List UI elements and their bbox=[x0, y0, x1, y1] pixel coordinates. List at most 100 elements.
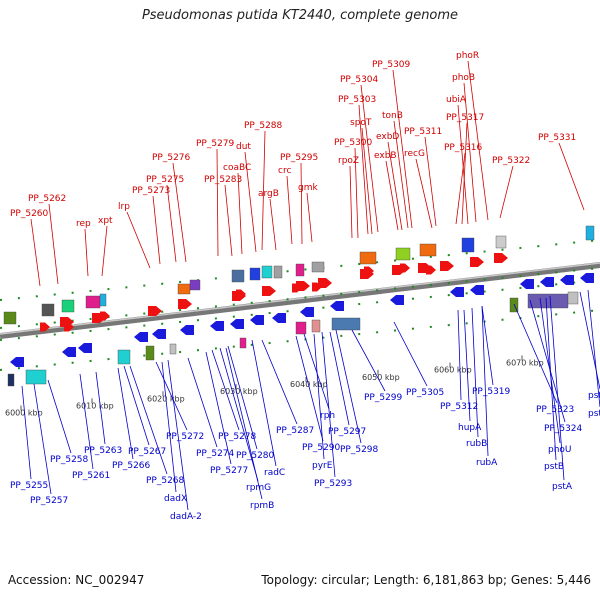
forward-gene-arrow bbox=[440, 261, 454, 271]
reverse-leader-line bbox=[295, 335, 324, 442]
forward-gene-arrow bbox=[262, 286, 276, 296]
forward-gene-label: PP_5276 bbox=[152, 153, 191, 163]
reverse-leader-line bbox=[79, 373, 94, 470]
reverse-gene-label: pstS bbox=[588, 409, 600, 419]
forward-leader-line bbox=[461, 122, 468, 225]
forward-gene-arrow bbox=[292, 283, 302, 293]
reverse-leader-line bbox=[351, 329, 386, 392]
feature-box bbox=[25, 369, 47, 385]
forward-gene-label: exbD bbox=[376, 132, 399, 142]
forward-leader-line bbox=[126, 211, 151, 269]
forward-leader-line bbox=[467, 60, 489, 221]
forward-leader-line bbox=[166, 184, 177, 263]
forward-gene-label: crc bbox=[278, 166, 291, 176]
feature-box bbox=[169, 343, 177, 355]
forward-gene-label: phoR bbox=[456, 51, 479, 61]
feature-box bbox=[419, 243, 437, 257]
reverse-leader-line bbox=[587, 289, 600, 408]
forward-leader-line bbox=[101, 225, 108, 277]
ruler-label: 6010 kbp bbox=[76, 401, 114, 410]
feature-box bbox=[461, 237, 475, 253]
forward-gene-label: PP_5317 bbox=[446, 113, 484, 123]
reverse-leader-line bbox=[161, 361, 177, 493]
reverse-gene-arrow bbox=[580, 273, 594, 283]
reverse-gene-label: rpmB bbox=[250, 501, 274, 511]
reverse-gene-label: dadA-2 bbox=[170, 512, 202, 522]
feature-box bbox=[395, 247, 411, 261]
forward-gene-label: xpt bbox=[98, 216, 113, 226]
reverse-gene-label: PP_5268 bbox=[146, 476, 185, 486]
reverse-gene-label: PP_5255 bbox=[10, 481, 48, 491]
ruler-label: 6000 kbp bbox=[5, 409, 43, 418]
genome-summary-text: Topology: circular; Length: 6,181,863 bp… bbox=[261, 573, 591, 587]
reverse-leader-line bbox=[187, 357, 218, 448]
reverse-gene-arrow bbox=[250, 315, 264, 325]
forward-leader-line bbox=[358, 104, 369, 235]
forward-gene-arrow bbox=[236, 289, 246, 299]
reverse-leader-line bbox=[225, 347, 263, 500]
forward-leader-line bbox=[261, 130, 266, 251]
feature-box bbox=[331, 317, 361, 331]
reverse-gene-arrow bbox=[10, 357, 24, 367]
forward-gene-label: PP_5322 bbox=[492, 156, 530, 166]
reverse-leader-line bbox=[251, 339, 277, 467]
forward-gene-arrow bbox=[178, 299, 192, 309]
feature-box bbox=[99, 293, 107, 307]
feature-box bbox=[117, 349, 131, 365]
reverse-leader-line bbox=[513, 303, 558, 404]
reverse-gene-arrow bbox=[300, 307, 314, 317]
forward-leader-line bbox=[499, 165, 514, 219]
reverse-leader-line bbox=[261, 339, 298, 425]
reverse-gene-label: PP_5287 bbox=[276, 426, 314, 436]
feature-box bbox=[585, 225, 595, 241]
feature-box bbox=[41, 303, 55, 317]
forward-gene-label: spoT bbox=[350, 118, 372, 128]
feature-box bbox=[567, 291, 579, 305]
reverse-leader-line bbox=[529, 299, 566, 423]
forward-leader-line bbox=[269, 198, 277, 251]
forward-gene-label: ubiA bbox=[446, 95, 467, 105]
forward-leader-line bbox=[244, 151, 257, 253]
forward-leader-line bbox=[360, 84, 379, 233]
reverse-leader-line bbox=[95, 371, 106, 445]
reverse-gene-label: PP_5324 bbox=[544, 424, 583, 434]
forward-gene-label: rpoZ bbox=[338, 156, 359, 166]
forward-leader-line bbox=[415, 158, 433, 229]
reverse-gene-arrow bbox=[180, 325, 194, 335]
reverse-leader-line bbox=[481, 305, 494, 386]
reverse-gene-label: PP_5258 bbox=[50, 455, 89, 465]
forward-gene-label: PP_5273 bbox=[132, 186, 170, 196]
reverse-gene-arrow bbox=[560, 275, 574, 285]
reverse-leader-line bbox=[33, 383, 52, 495]
reverse-gene-label: PP_5266 bbox=[112, 461, 151, 471]
ruler-label: 6070 kbp bbox=[506, 358, 544, 367]
reverse-gene-label: PP_5293 bbox=[314, 479, 352, 489]
reverse-gene-label: phoU bbox=[548, 445, 572, 455]
forward-leader-line bbox=[48, 203, 59, 285]
feature-box bbox=[295, 263, 305, 277]
forward-leader-line bbox=[300, 162, 303, 245]
feature-box bbox=[189, 279, 201, 291]
reverse-gene-arrow bbox=[520, 279, 534, 289]
forward-gene-arrow bbox=[312, 282, 322, 292]
forward-leader-line bbox=[237, 172, 243, 255]
forward-gene-label: PP_5295 bbox=[280, 153, 318, 163]
forward-gene-label: PP_5331 bbox=[538, 133, 576, 143]
reverse-gene-arrow bbox=[152, 329, 166, 339]
feature-box bbox=[261, 265, 273, 279]
reverse-leader-line bbox=[463, 309, 471, 422]
forward-leader-line bbox=[216, 148, 219, 257]
forward-leader-line bbox=[306, 192, 313, 243]
reverse-gene-label: PP_5305 bbox=[406, 388, 444, 398]
reverse-gene-label: PP_5261 bbox=[72, 471, 110, 481]
feature-box bbox=[7, 373, 15, 387]
forward-gene-arrow bbox=[400, 263, 410, 273]
forward-gene-arrow bbox=[494, 253, 508, 263]
reverse-gene-arrow bbox=[450, 287, 464, 297]
reverse-gene-arrow bbox=[390, 295, 404, 305]
ruler-label: 6050 kbp bbox=[362, 373, 400, 382]
reverse-leader-line bbox=[129, 365, 168, 475]
forward-leader-line bbox=[286, 175, 293, 245]
reverse-gene-label: PP_5257 bbox=[30, 496, 68, 506]
